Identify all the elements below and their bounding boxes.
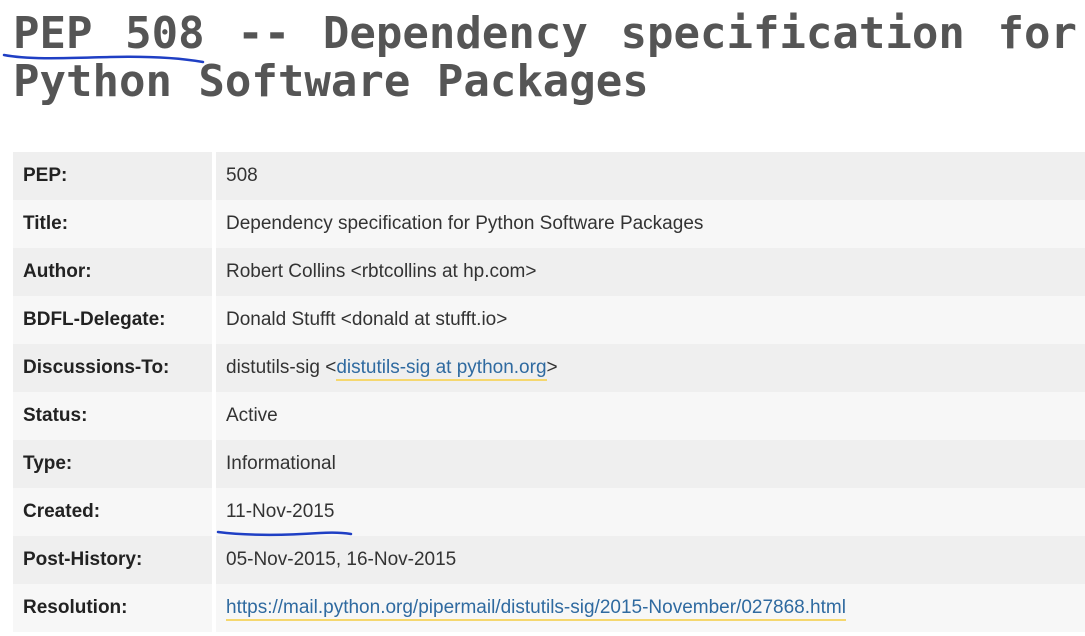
field-value-discussions-to: distutils-sig <distutils-sig at python.o… xyxy=(216,344,1085,392)
field-value-status: Active xyxy=(216,392,1085,440)
table-row: Resolution: https://mail.python.org/pipe… xyxy=(13,584,1085,632)
table-row: Created: 11-Nov-2015 xyxy=(13,488,1085,536)
page-title: PEP 508 -- Dependency specification for … xyxy=(13,10,1077,106)
discussions-to-suffix: > xyxy=(546,357,558,378)
table-row: Title: Dependency specification for Pyth… xyxy=(13,200,1085,248)
field-value-created: 11-Nov-2015 xyxy=(216,488,1085,536)
table-row: PEP: 508 xyxy=(13,152,1085,200)
discussions-to-link[interactable]: distutils-sig at python.org xyxy=(336,357,547,381)
discussions-to-prefix: distutils-sig < xyxy=(226,357,337,378)
field-name-post-history: Post-History: xyxy=(13,536,216,584)
table-row: Type: Informational xyxy=(13,440,1085,488)
field-name-created: Created: xyxy=(13,488,216,536)
field-value-resolution: https://mail.python.org/pipermail/distut… xyxy=(216,584,1085,632)
field-value-post-history: 05-Nov-2015, 16-Nov-2015 xyxy=(216,536,1085,584)
resolution-link[interactable]: https://mail.python.org/pipermail/distut… xyxy=(226,597,846,621)
table-row: Author: Robert Collins <rbtcollins at hp… xyxy=(13,248,1085,296)
table-row: Post-History: 05-Nov-2015, 16-Nov-2015 xyxy=(13,536,1085,584)
table-row: BDFL-Delegate: Donald Stufft <donald at … xyxy=(13,296,1085,344)
field-value-pep: 508 xyxy=(216,152,1085,200)
page-title-text: -- Dependency specification for Python S… xyxy=(13,8,1077,107)
field-value-bdfl-delegate: Donald Stufft <donald at stufft.io> xyxy=(216,296,1085,344)
field-name-discussions-to: Discussions-To: xyxy=(13,344,216,392)
field-value-title: Dependency specification for Python Soft… xyxy=(216,200,1085,248)
field-name-pep: PEP: xyxy=(13,152,216,200)
pep-header-table: PEP: 508 Title: Dependency specification… xyxy=(13,152,1085,632)
field-value-author: Robert Collins <rbtcollins at hp.com> xyxy=(216,248,1085,296)
page-title-pep-number: PEP 508 xyxy=(13,8,205,59)
field-name-title: Title: xyxy=(13,200,216,248)
field-value-type: Informational xyxy=(216,440,1085,488)
table-row: Status: Active xyxy=(13,392,1085,440)
field-name-status: Status: xyxy=(13,392,216,440)
field-name-type: Type: xyxy=(13,440,216,488)
table-row: Discussions-To: distutils-sig <distutils… xyxy=(13,344,1085,392)
field-name-author: Author: xyxy=(13,248,216,296)
field-name-bdfl-delegate: BDFL-Delegate: xyxy=(13,296,216,344)
field-name-resolution: Resolution: xyxy=(13,584,216,632)
